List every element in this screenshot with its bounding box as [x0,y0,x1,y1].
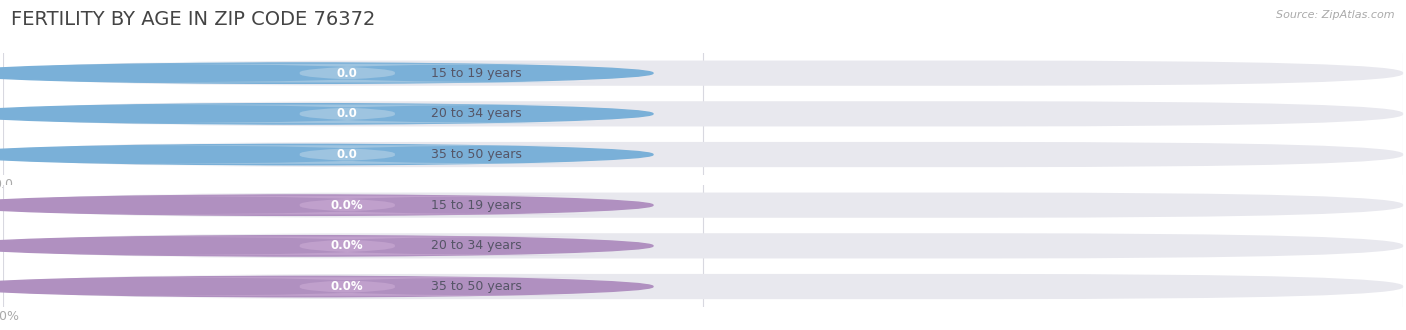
Text: Source: ZipAtlas.com: Source: ZipAtlas.com [1277,10,1395,20]
Text: 0.0: 0.0 [337,107,357,120]
Text: 15 to 19 years: 15 to 19 years [432,67,522,80]
FancyBboxPatch shape [100,145,595,164]
FancyBboxPatch shape [3,60,1403,86]
Circle shape [0,144,652,165]
Circle shape [0,236,652,256]
Text: 35 to 50 years: 35 to 50 years [430,148,522,161]
FancyBboxPatch shape [3,276,402,298]
Text: FERTILITY BY AGE IN ZIP CODE 76372: FERTILITY BY AGE IN ZIP CODE 76372 [11,10,375,29]
Circle shape [0,276,652,297]
Text: 0.0%: 0.0% [330,199,364,212]
Text: 15 to 19 years: 15 to 19 years [432,199,522,212]
Circle shape [0,104,652,124]
FancyBboxPatch shape [3,192,1403,218]
Text: 0.0: 0.0 [337,67,357,80]
FancyBboxPatch shape [100,237,595,255]
FancyBboxPatch shape [3,144,402,166]
Text: 0.0: 0.0 [337,148,357,161]
FancyBboxPatch shape [3,103,402,125]
FancyBboxPatch shape [3,142,1403,167]
FancyBboxPatch shape [3,235,402,257]
Circle shape [0,63,652,83]
Text: 20 to 34 years: 20 to 34 years [432,107,522,120]
FancyBboxPatch shape [3,274,1403,299]
Text: 35 to 50 years: 35 to 50 years [430,280,522,293]
FancyBboxPatch shape [3,101,1403,126]
Text: 0.0%: 0.0% [330,239,364,252]
FancyBboxPatch shape [100,196,595,214]
FancyBboxPatch shape [100,105,595,123]
FancyBboxPatch shape [100,277,595,296]
FancyBboxPatch shape [3,233,1403,258]
Text: 0.0%: 0.0% [330,280,364,293]
FancyBboxPatch shape [3,62,402,84]
FancyBboxPatch shape [100,64,595,82]
Text: 20 to 34 years: 20 to 34 years [432,239,522,252]
FancyBboxPatch shape [3,194,402,216]
Circle shape [0,195,652,215]
